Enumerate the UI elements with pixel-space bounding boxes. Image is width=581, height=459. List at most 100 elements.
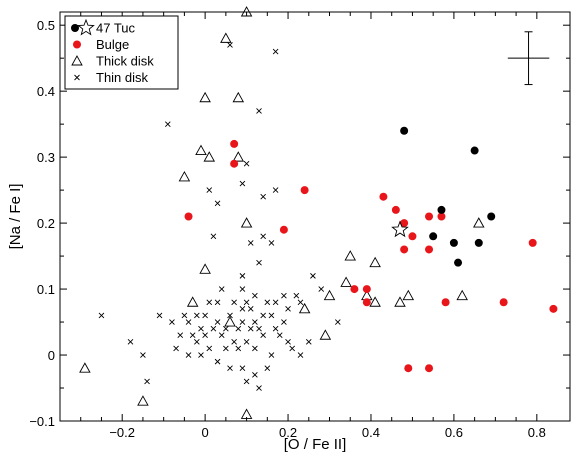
thick-disk-point: [402, 289, 415, 301]
thin-disk-point: [260, 312, 266, 319]
legend-bulge-marker: [73, 40, 81, 49]
thick-disk-point: [298, 302, 311, 314]
thin-disk-point: [206, 345, 213, 352]
thin-disk-point: [310, 273, 316, 279]
thick-disk-point: [203, 151, 216, 162]
y-tick-label: −0.1: [29, 414, 55, 429]
thin-disk-point: [281, 292, 287, 299]
thin-disk-point: [297, 352, 304, 358]
thin-disk-point: [127, 339, 134, 345]
legend-47-tuc-marker: [71, 24, 79, 32]
x-tick-label: 0: [202, 425, 209, 440]
bulge-point: [437, 212, 446, 221]
thin-disk-point: [256, 108, 262, 114]
thin-disk-point: [256, 385, 262, 391]
thin-disk-point: [214, 358, 221, 365]
thin-disk-point: [285, 339, 291, 345]
bulge-point: [425, 364, 434, 373]
thin-disk-point: [256, 325, 262, 332]
thin-disk-point: [272, 48, 279, 55]
thin-disk-point: [239, 306, 246, 312]
thin-disk-point: [214, 299, 221, 306]
thin-disk-point: [198, 352, 204, 358]
thin-disk-point: [239, 319, 246, 325]
bulge-point: [279, 225, 288, 234]
thin-disk-point: [272, 187, 279, 193]
47-tuc-point: [454, 258, 463, 267]
legend-thick-disk-label: Thick disk: [96, 54, 154, 69]
thick-disk-point: [344, 250, 357, 261]
thin-disk-point: [252, 319, 258, 325]
thin-disk-point: [173, 345, 179, 352]
thin-disk-point: [227, 365, 233, 372]
thin-disk-point: [194, 312, 200, 319]
47-tuc-point: [487, 212, 496, 221]
thick-disk-point: [137, 395, 149, 406]
thin-disk-point: [214, 319, 221, 325]
thin-disk-point: [252, 292, 258, 299]
bulge-point: [230, 139, 239, 148]
thin-disk-point: [243, 299, 250, 306]
bulge-point: [362, 298, 371, 307]
thick-disk-point: [473, 217, 485, 228]
thin-disk-point: [227, 312, 233, 319]
47-tuc-point: [470, 146, 479, 155]
thick-disk-point: [319, 329, 332, 340]
legend-box: [64, 15, 179, 90]
legend-thin-disk-label: Thin disk: [96, 70, 149, 85]
thin-disk-point: [297, 299, 304, 306]
thin-disk-point: [264, 365, 271, 372]
x-axis-label: [O / Fe II]: [284, 436, 347, 453]
thin-disk-point: [289, 345, 296, 352]
bulge-point: [528, 238, 537, 247]
thin-disk-point: [334, 319, 341, 325]
thick-disk-point: [232, 91, 245, 103]
bulge-point: [549, 304, 558, 313]
thick-disk-point: [79, 362, 91, 373]
thin-disk-point: [235, 325, 242, 332]
x-tick-label: −0.2: [109, 425, 135, 440]
thin-disk-point: [185, 319, 192, 325]
legend-thick-disk-marker: [71, 55, 83, 66]
thick-disk-point: [199, 91, 211, 103]
thin-disk-point: [214, 200, 221, 207]
bulge-point: [300, 186, 309, 195]
plot-frame: [59, 11, 571, 422]
thick-disk-point: [394, 296, 406, 307]
thin-disk-point: [252, 372, 258, 378]
legend-bulge-label: Bulge: [96, 37, 129, 52]
thin-disk-point: [206, 299, 213, 306]
47-tuc-point: [437, 205, 446, 214]
thin-disk-point: [260, 193, 266, 200]
47-tuc-mean-point: [391, 220, 409, 238]
thin-disk-point: [144, 378, 150, 385]
thin-disk-point: [194, 339, 200, 345]
thin-disk-point: [169, 319, 175, 325]
y-axis-label: [Na / Fe I]: [7, 184, 24, 250]
thin-disk-point: [239, 365, 246, 372]
bulge-point: [408, 232, 417, 241]
thick-disk-point: [186, 296, 199, 307]
thin-disk-point: [247, 240, 254, 246]
y-tick-label: 0: [48, 348, 55, 363]
thin-disk-point: [239, 273, 246, 279]
thin-disk-point: [243, 339, 250, 345]
thin-disk-point: [247, 306, 254, 312]
y-tick-label: 0.2: [37, 216, 55, 231]
bulge-point: [379, 192, 388, 201]
y-tick-label: 0.3: [37, 150, 55, 165]
thick-disk-point: [178, 170, 191, 182]
47-tuc-point: [474, 238, 483, 247]
thin-disk-point: [177, 332, 184, 339]
bulge-point: [184, 212, 193, 221]
thick-disk-point: [369, 256, 381, 268]
bulge-point: [350, 285, 359, 294]
thin-disk-point: [264, 299, 271, 306]
thin-disk-point: [318, 286, 325, 292]
thin-disk-point: [276, 332, 283, 339]
x-tick-label: 0.8: [528, 425, 546, 440]
thin-disk-point: [164, 121, 171, 127]
thin-disk-point: [285, 306, 291, 312]
